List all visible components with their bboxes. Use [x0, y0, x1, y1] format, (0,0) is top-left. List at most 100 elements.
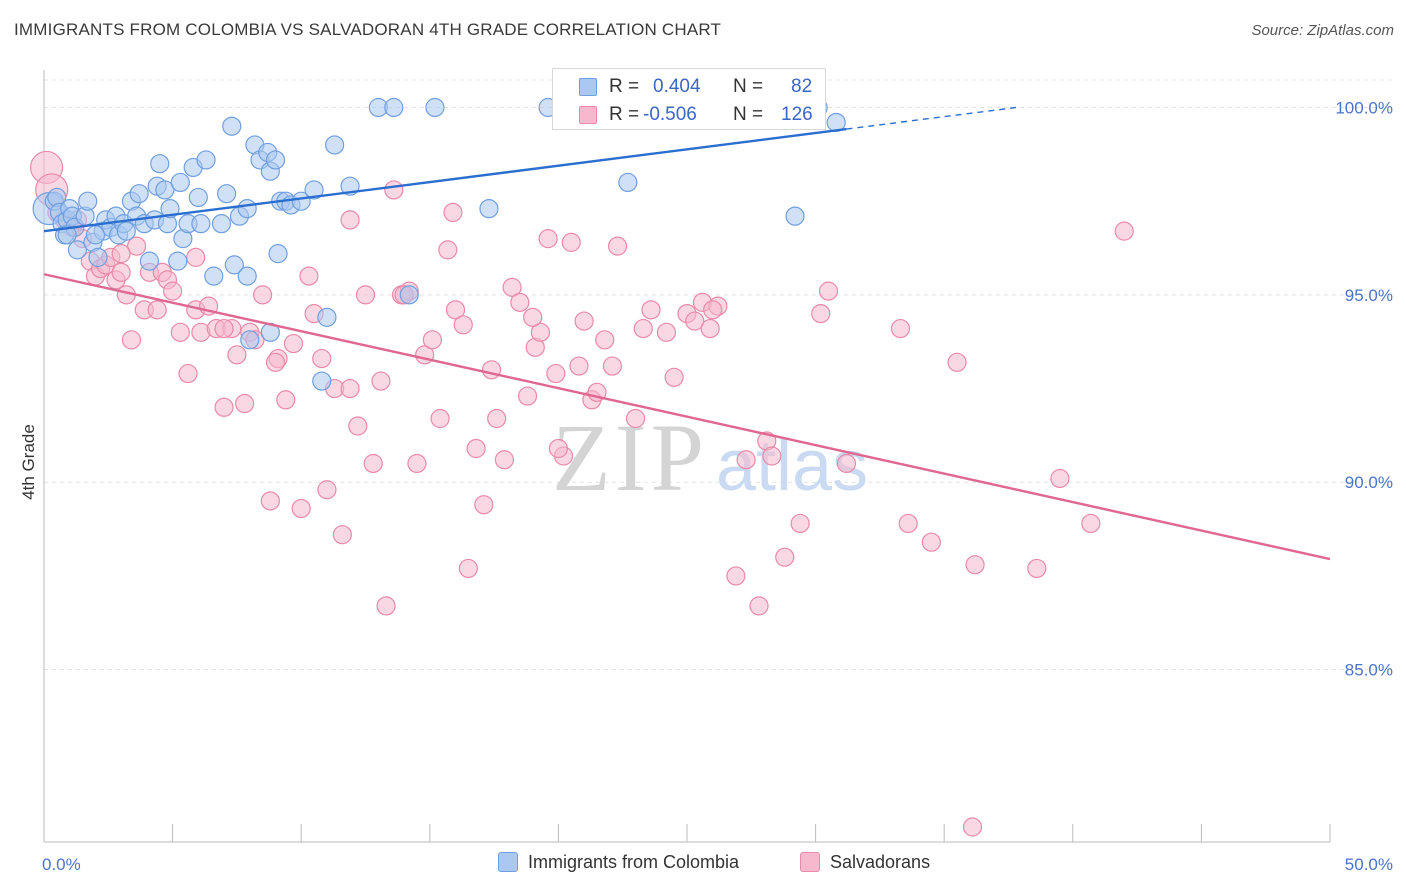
salvadorans-point — [355, 285, 376, 305]
salvadorans-point — [186, 247, 206, 267]
salvadorans-point — [775, 547, 795, 567]
salvadorans-point — [214, 397, 234, 417]
salvadorans-point — [607, 236, 628, 256]
colombia-point — [155, 180, 175, 200]
salvadorans-point — [574, 311, 594, 331]
r-label: R = — [609, 76, 640, 97]
salvadorans-point — [530, 322, 550, 342]
salvadorans-point — [595, 330, 615, 350]
salvadorans-point — [481, 360, 502, 380]
salvadorans-point — [178, 363, 198, 384]
colombia-point — [204, 266, 224, 286]
colombia-point — [196, 150, 216, 170]
salvadorans-point — [510, 292, 530, 312]
colombia-point — [317, 307, 337, 327]
colombia-point — [399, 285, 419, 305]
legend-item-colombia[interactable]: Immigrants from Colombia — [498, 852, 739, 876]
salvadorans-point — [340, 378, 360, 399]
salvadorans-point — [962, 817, 983, 837]
salvadorans-point — [726, 566, 746, 586]
tick-labels: 100.0% 95.0% 90.0% 85.0% 0.0% 50.0% — [42, 98, 1393, 874]
x-tick-label: 50.0% — [1345, 855, 1393, 874]
n-value: 82 — [791, 76, 813, 97]
colombia-point — [85, 225, 106, 245]
salvadorans-point — [749, 596, 769, 616]
salvadorans-point — [332, 525, 352, 545]
watermark: ZIP atlas — [552, 404, 868, 511]
r-value: -0.506 — [643, 104, 697, 125]
salvadorans-point — [453, 315, 473, 335]
salvadorans-point — [466, 438, 486, 459]
salvadorans-points — [29, 150, 1134, 837]
salvadorans-point — [523, 307, 543, 327]
salvadorans-point — [265, 352, 286, 372]
salvadorans-point — [147, 300, 167, 320]
stats-box: R = 0.404 N = 82 R = -0.506 N = 126 — [552, 68, 826, 130]
colombia-point — [168, 251, 188, 271]
r-label: R = — [609, 104, 640, 125]
salvadorans-point — [260, 491, 280, 511]
gridlines — [44, 79, 1394, 671]
salvadorans-point — [685, 311, 705, 331]
salvadorans-point — [214, 318, 234, 339]
salvadorans-point — [430, 408, 450, 429]
salvadorans-point — [235, 393, 255, 414]
salvadorans-point — [656, 322, 677, 342]
salvadorans-legend-swatch — [800, 852, 820, 872]
salvadorans-point — [121, 330, 142, 350]
salvadorans-point — [947, 352, 967, 372]
salvadorans-point — [736, 450, 756, 470]
colombia-point — [211, 214, 232, 234]
trend-lines — [43, 106, 1331, 561]
legend-item-salvadorans[interactable]: Salvadorans — [800, 852, 930, 876]
colombia-point — [57, 225, 77, 245]
colombia-point — [240, 330, 260, 350]
salvadorans-point — [438, 240, 458, 260]
colombia-point — [217, 184, 237, 204]
colombia-point — [268, 244, 288, 264]
salvadorans-point — [299, 266, 319, 286]
salvadorans-point — [898, 513, 918, 534]
salvadorans-point — [1114, 221, 1134, 241]
salvadorans-point — [703, 300, 723, 320]
salvadorans-point — [1081, 513, 1101, 534]
colombia-point — [170, 172, 190, 193]
colombia-point — [479, 199, 499, 219]
salvadorans-point — [538, 229, 558, 249]
y-tick-label: 90.0% — [1345, 473, 1393, 492]
salvadorans-point — [163, 281, 183, 301]
salvadorans-point — [836, 453, 857, 474]
colombia-point — [618, 172, 638, 193]
salvadorans-point — [921, 532, 941, 552]
n-label: N = — [733, 104, 764, 125]
colombia-swatch — [579, 78, 597, 96]
colombia-point — [78, 191, 98, 211]
source-label: Source: ZipAtlas.com — [1251, 22, 1394, 39]
salvadorans-point — [494, 450, 514, 470]
salvadorans-point — [602, 356, 623, 376]
salvadorans-point — [762, 446, 782, 466]
salvadorans-point — [111, 262, 131, 282]
salvadorans-point — [283, 333, 304, 354]
n-value: 126 — [781, 104, 813, 125]
salvadorans-point — [474, 495, 494, 515]
salvadorans-point — [1027, 558, 1047, 579]
salvadorans-point — [363, 453, 383, 474]
salvadorans-trend-line — [43, 273, 1331, 561]
colombia-point — [67, 240, 88, 260]
colombia-point — [150, 154, 170, 174]
colombia-point — [384, 97, 404, 118]
salvadorans-point — [1050, 468, 1070, 489]
salvadorans-point — [502, 277, 522, 297]
colombia-trend-line — [43, 127, 847, 233]
r-value: 0.404 — [653, 76, 701, 97]
salvadorans-point — [546, 363, 566, 384]
salvadorans-point — [276, 390, 296, 410]
salvadorans-point — [633, 318, 653, 339]
x-tick-label: 0.0% — [42, 855, 81, 874]
colombia-point — [191, 214, 211, 234]
salvadorans-point — [407, 453, 427, 474]
colombia-point — [312, 371, 332, 391]
stats-row-salvadorans: R = -0.506 N = 126 — [553, 100, 827, 128]
